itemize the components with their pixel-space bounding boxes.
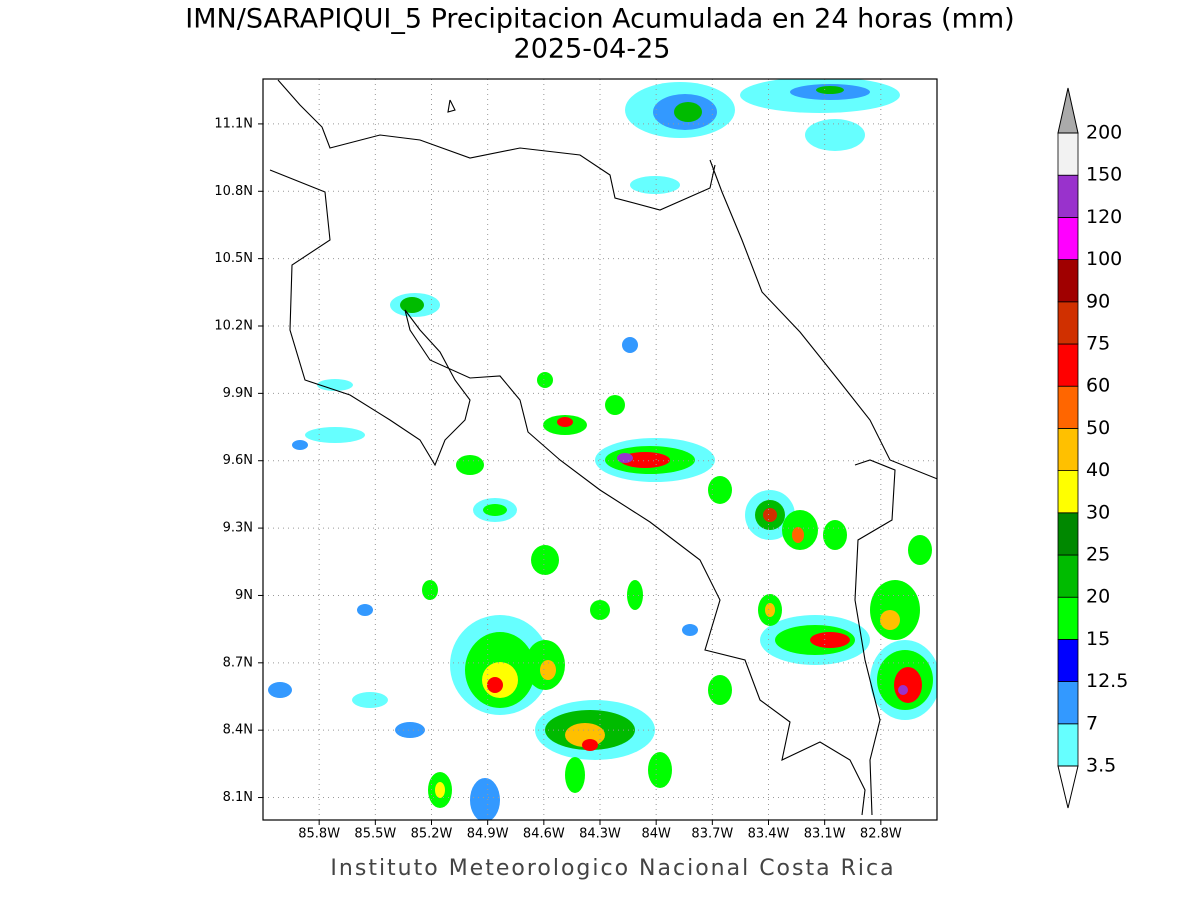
x-tick-label: 85.8W: [298, 827, 340, 842]
colorbar-label: 25: [1086, 544, 1110, 566]
y-tick-label: 10.2N: [214, 319, 253, 334]
x-tick-label: 84W: [641, 827, 671, 842]
colorbar-label: 200: [1086, 122, 1122, 144]
y-tick-label: 9.3N: [223, 521, 253, 536]
y-tick-label: 8.7N: [223, 655, 253, 670]
x-tick-label: 83.7W: [691, 827, 733, 842]
map-frame: [262, 78, 938, 821]
colorbar-segment: [1057, 132, 1079, 176]
colorbar-segment: [1057, 301, 1079, 345]
footer: Instituto Meteorologico Nacional Costa R…: [330, 856, 895, 881]
colorbar-segment: [1057, 343, 1079, 387]
y-tick-label: 10.5N: [214, 251, 253, 266]
x-tick-label: 82.8W: [860, 827, 902, 842]
colorbar-label: 120: [1086, 206, 1122, 228]
y-tick-label: 9N: [235, 588, 253, 603]
colorbar-segment: [1057, 596, 1079, 640]
colorbar-over: [1057, 87, 1079, 134]
colorbar-label: 75: [1086, 333, 1110, 355]
colorbar-under: [1057, 765, 1079, 809]
x-tick-label: 84.9W: [467, 827, 509, 842]
colorbar-segment: [1057, 385, 1079, 429]
colorbar-segment: [1057, 216, 1079, 260]
colorbar-segment: [1057, 512, 1079, 556]
colorbar-segment: [1057, 681, 1079, 725]
y-tick-label: 11.1N: [214, 116, 253, 131]
colorbar-label: 20: [1086, 586, 1110, 608]
x-tick-label: 85.5W: [354, 827, 396, 842]
y-tick-label: 9.6N: [223, 453, 253, 468]
title: IMN/SARAPIQUI_5 Precipitacion Acumulada …: [185, 4, 1014, 35]
colorbar-label: 7: [1086, 712, 1098, 734]
colorbar-segment: [1057, 427, 1079, 471]
colorbar-segment: [1057, 723, 1079, 767]
colorbar-segment: [1057, 554, 1079, 598]
colorbar-segment: [1057, 259, 1079, 303]
coastline: [269, 79, 937, 816]
x-tick-label: 83.1W: [804, 827, 846, 842]
colorbar-segment: [1057, 639, 1079, 683]
colorbar-label: 30: [1086, 501, 1110, 523]
y-tick-label: 10.8N: [214, 184, 253, 199]
x-tick-label: 85.2W: [411, 827, 453, 842]
precipitation-field: [268, 79, 937, 820]
colorbar-label: 150: [1086, 164, 1122, 186]
y-tick-label: 8.1N: [223, 790, 253, 805]
colorbar-label: 40: [1086, 459, 1110, 481]
x-tick-label: 84.3W: [579, 827, 621, 842]
colorbar-label: 15: [1086, 628, 1110, 650]
colorbar-label: 100: [1086, 248, 1122, 270]
y-tick-label: 9.9N: [223, 386, 253, 401]
colorbar-label: 60: [1086, 375, 1110, 397]
colorbar-label: 50: [1086, 417, 1110, 439]
subtitle: 2025-04-25: [514, 34, 671, 65]
colorbar-label: 90: [1086, 290, 1110, 312]
colorbar-label: 12.5: [1086, 670, 1128, 692]
x-tick-label: 83.4W: [748, 827, 790, 842]
y-tick-label: 8.4N: [223, 723, 253, 738]
colorbar-segment: [1057, 470, 1079, 514]
colorbar-label: 3.5: [1086, 755, 1116, 777]
colorbar-segment: [1057, 174, 1079, 218]
x-tick-label: 84.6W: [523, 827, 565, 842]
